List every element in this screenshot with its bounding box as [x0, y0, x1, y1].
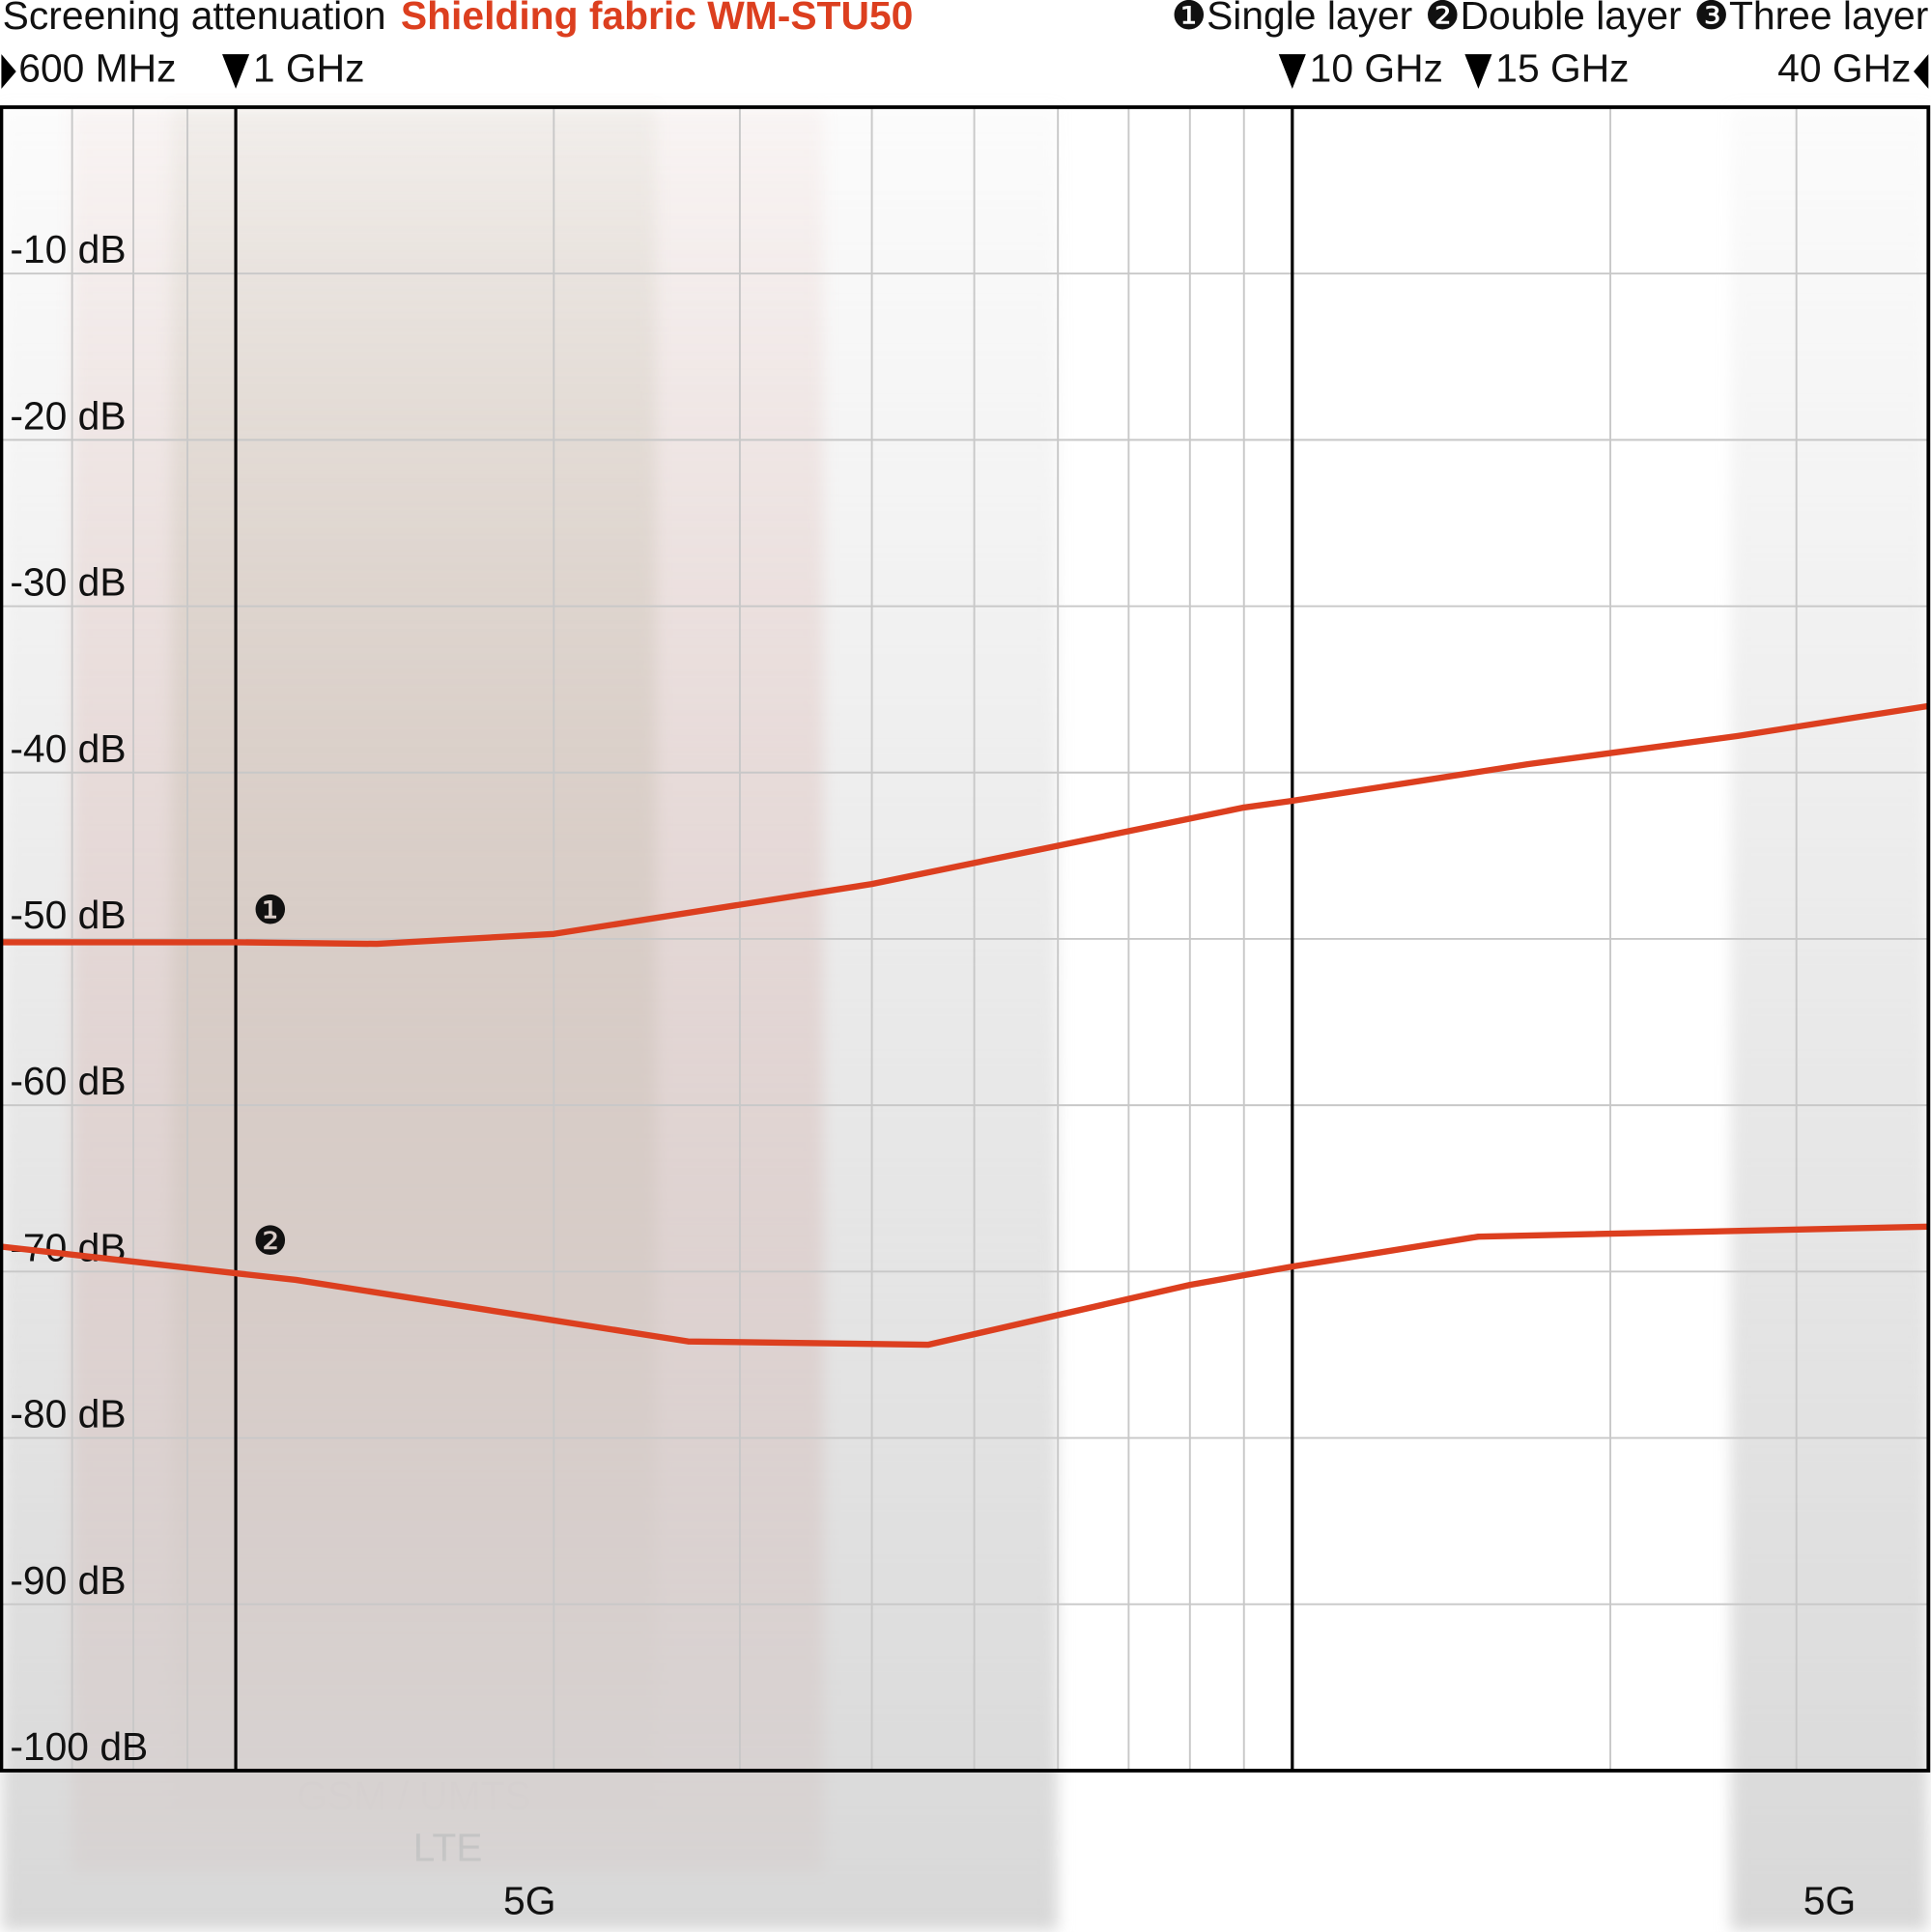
- marker-arrow: [1, 54, 16, 89]
- y-tick-label: -30 dB: [10, 560, 126, 605]
- bands: GSM / UMTSLTE5G5G: [1, 106, 1929, 1931]
- plot-frame: [0, 105, 1931, 1773]
- band: [1, 106, 1059, 1931]
- marker-arrow: [1278, 54, 1306, 89]
- band-label: 5G: [503, 1878, 555, 1922]
- y-tick-label: -40 dB: [10, 726, 126, 771]
- legend-label: Single layer: [1207, 0, 1412, 38]
- marker-label: 15 GHz: [1495, 46, 1629, 91]
- series-line: [1, 702, 1929, 948]
- legend-label: Double layer: [1461, 0, 1682, 38]
- title: Screening attenuation Shielding fabric WM…: [3, 0, 914, 38]
- y-tick-label: -20 dB: [10, 393, 126, 438]
- band-label: 5G: [1803, 1878, 1856, 1922]
- y-tick-label: -100 dB: [10, 1724, 148, 1769]
- legend-marker: ❶: [1172, 0, 1207, 39]
- y-tick-label: -80 dB: [10, 1392, 126, 1436]
- legend-marker: ❷: [1425, 0, 1461, 39]
- y-tick-label: -90 dB: [10, 1558, 126, 1603]
- freq-markers: 600 MHz 1 GHz 10 GHz 15 GHz 40 GHz: [1, 46, 1929, 91]
- marker-arrow: [1914, 54, 1929, 89]
- band: [1730, 106, 1929, 1931]
- title-main: Screening attenuation: [3, 0, 386, 38]
- subtitle: Shielding fabric WM-STU50: [401, 0, 913, 38]
- legend: ❶Single layer ❷Double layer ❸Three layer: [1172, 0, 1929, 39]
- marker-label: 40 GHz: [1777, 46, 1911, 91]
- series-marker: ❷: [252, 1217, 288, 1264]
- y-tick-label: -60 dB: [10, 1059, 126, 1103]
- series-line: [1, 1223, 1929, 1349]
- marker-arrow: [1464, 54, 1492, 89]
- grid: -10 dB-20 dB-30 dB-40 dB-50 dB-60 dB-70 …: [1, 106, 1929, 1772]
- marker-label: 1 GHz: [253, 46, 365, 91]
- marker-label: 600 MHz: [18, 46, 176, 91]
- marker-arrow: [222, 54, 250, 89]
- legend-label: Three layer: [1729, 0, 1928, 38]
- legend-marker: ❸: [1693, 0, 1729, 39]
- marker-label: 10 GHz: [1310, 46, 1443, 91]
- y-tick-label: -10 dB: [10, 227, 126, 271]
- y-tick-label: -50 dB: [10, 893, 126, 937]
- lines: ❶❷: [1, 702, 1929, 1349]
- series-marker: ❶: [252, 887, 288, 933]
